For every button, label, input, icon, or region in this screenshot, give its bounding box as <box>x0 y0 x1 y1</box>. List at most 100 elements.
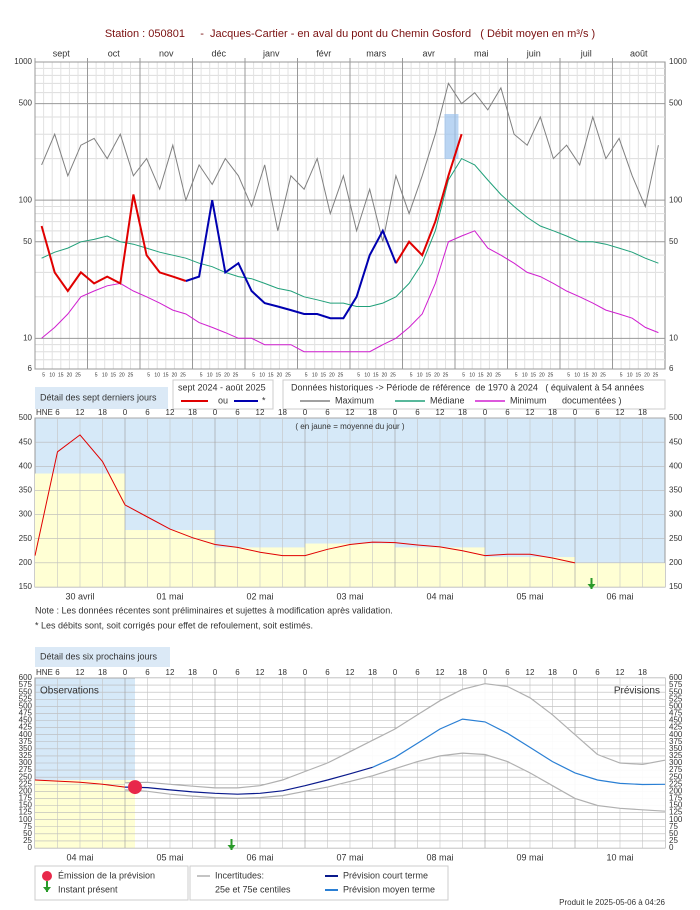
day-tick-label: 20 <box>329 372 335 378</box>
y2-tick-label: 100 <box>669 815 683 824</box>
series-line <box>41 82 659 242</box>
y-tick-label: 1000 <box>14 57 32 66</box>
x-tick-label: 03 mai <box>336 591 363 601</box>
y-tick-label: 300 <box>19 510 33 519</box>
x-tick-label: 05 mai <box>516 591 543 601</box>
present-marker <box>227 845 236 850</box>
y-tick-label: 375 <box>19 737 33 746</box>
y-tick-label: 525 <box>19 694 33 703</box>
hour-tick-label: 12 <box>76 408 85 417</box>
day-tick-label: 5 <box>410 372 413 378</box>
legend-label: Prévision moyen terme <box>343 884 435 894</box>
hour-tick-label: 18 <box>638 668 647 677</box>
day-tick-label: 5 <box>252 372 255 378</box>
y-tick-label: 200 <box>19 786 33 795</box>
y2-tick-label: 375 <box>669 737 683 746</box>
panel-label: Détail des six prochains jours <box>40 651 158 661</box>
y2-tick-label: 300 <box>669 758 683 767</box>
y-tick-label: 300 <box>19 758 33 767</box>
day-tick-label: 10 <box>417 372 423 378</box>
y2-tick-label: 350 <box>669 486 683 495</box>
hour-tick-label: 0 <box>303 408 308 417</box>
uncertainty-band <box>125 683 665 812</box>
x-tick-label: mars <box>366 48 386 58</box>
y-tick-label: 150 <box>19 801 33 810</box>
day-tick-label: 15 <box>636 372 642 378</box>
x-tick-label: 07 mai <box>336 852 363 862</box>
legend-label: Émission de la prévision <box>58 870 155 880</box>
hour-tick-label: 6 <box>55 408 60 417</box>
day-tick-label: 10 <box>259 372 265 378</box>
day-tick-label: 10 <box>627 372 633 378</box>
y-tick-label: 250 <box>19 772 33 781</box>
y2-tick-label: 1000 <box>669 57 687 66</box>
y2-tick-label: 400 <box>669 730 683 739</box>
x-tick-label: nov <box>159 48 174 58</box>
day-tick-label: 10 <box>522 372 528 378</box>
day-tick-label: 25 <box>653 372 659 378</box>
hour-tick-label: 12 <box>436 408 445 417</box>
day-tick-label: 20 <box>224 372 230 378</box>
y-tick-label: 175 <box>19 794 33 803</box>
y2-tick-label: 300 <box>669 510 683 519</box>
x-tick-label: févr <box>316 48 331 58</box>
x-tick-label: 09 mai <box>516 852 543 862</box>
day-tick-label: 5 <box>357 372 360 378</box>
hour-tick-label: 18 <box>188 668 197 677</box>
hour-tick-label: 0 <box>393 668 398 677</box>
y2-tick-label: 6 <box>669 364 674 373</box>
y2-tick-label: 500 <box>669 99 683 108</box>
day-tick-label: 15 <box>373 372 379 378</box>
y2-tick-label: 350 <box>669 744 683 753</box>
day-tick-label: 25 <box>233 372 239 378</box>
forecast-label: Prévisions <box>614 686 660 697</box>
x-tick-label: 02 mai <box>246 591 273 601</box>
day-tick-label: 5 <box>620 372 623 378</box>
hour-tick-label: 6 <box>325 408 330 417</box>
day-tick-label: 20 <box>172 372 178 378</box>
day-tick-label: 20 <box>434 372 440 378</box>
y2-tick-label: 50 <box>669 237 678 246</box>
legend-label: Minimum <box>510 395 547 405</box>
hour-tick-label: 18 <box>188 408 197 417</box>
y-tick-label: 500 <box>19 413 33 422</box>
legend-label: Prévision court terme <box>343 870 428 880</box>
day-tick-label: 15 <box>531 372 537 378</box>
day-tick-label: 5 <box>42 372 45 378</box>
x-tick-label: déc <box>211 48 226 58</box>
present-marker <box>587 584 596 589</box>
legend-box <box>282 379 666 410</box>
x-tick-label: 01 mai <box>156 591 183 601</box>
hour-tick-label: 6 <box>595 668 600 677</box>
day-tick-label: 15 <box>111 372 117 378</box>
chart-title: Station : 050801 - Jacques-Cartier - en … <box>105 28 595 40</box>
series-line <box>372 718 666 786</box>
day-tick-label: 5 <box>305 372 308 378</box>
y-tick-label: 225 <box>19 779 33 788</box>
x-tick-label: 08 mai <box>426 852 453 862</box>
day-tick-label: 25 <box>285 372 291 378</box>
y-tick-label: 350 <box>19 486 33 495</box>
y2-tick-label: 325 <box>669 751 683 760</box>
day-tick-label: 5 <box>147 372 150 378</box>
y2-tick-label: 25 <box>669 836 678 845</box>
x-tick-label: 04 mai <box>426 591 453 601</box>
uncertainty-line <box>124 752 666 812</box>
observed-mean-bar <box>35 780 135 848</box>
hour-tick-label: 6 <box>55 668 60 677</box>
day-tick-label: 5 <box>462 372 465 378</box>
y-tick-label: 50 <box>23 829 32 838</box>
y-tick-label: 325 <box>19 751 33 760</box>
x-tick-label: oct <box>108 48 121 58</box>
day-tick-label: 25 <box>548 372 554 378</box>
hour-tick-label: 12 <box>166 408 175 417</box>
legend-label: documentées ) <box>562 395 622 405</box>
y-tick-label: 200 <box>19 558 33 567</box>
hour-tick-label: 18 <box>458 668 467 677</box>
y2-tick-label: 500 <box>669 701 683 710</box>
time-zone: HNE <box>36 408 53 417</box>
day-tick-label: 15 <box>321 372 327 378</box>
legend-label: 25e et 75e centiles <box>215 884 291 894</box>
hour-tick-label: 18 <box>638 408 647 417</box>
y-tick-label: 450 <box>19 437 33 446</box>
